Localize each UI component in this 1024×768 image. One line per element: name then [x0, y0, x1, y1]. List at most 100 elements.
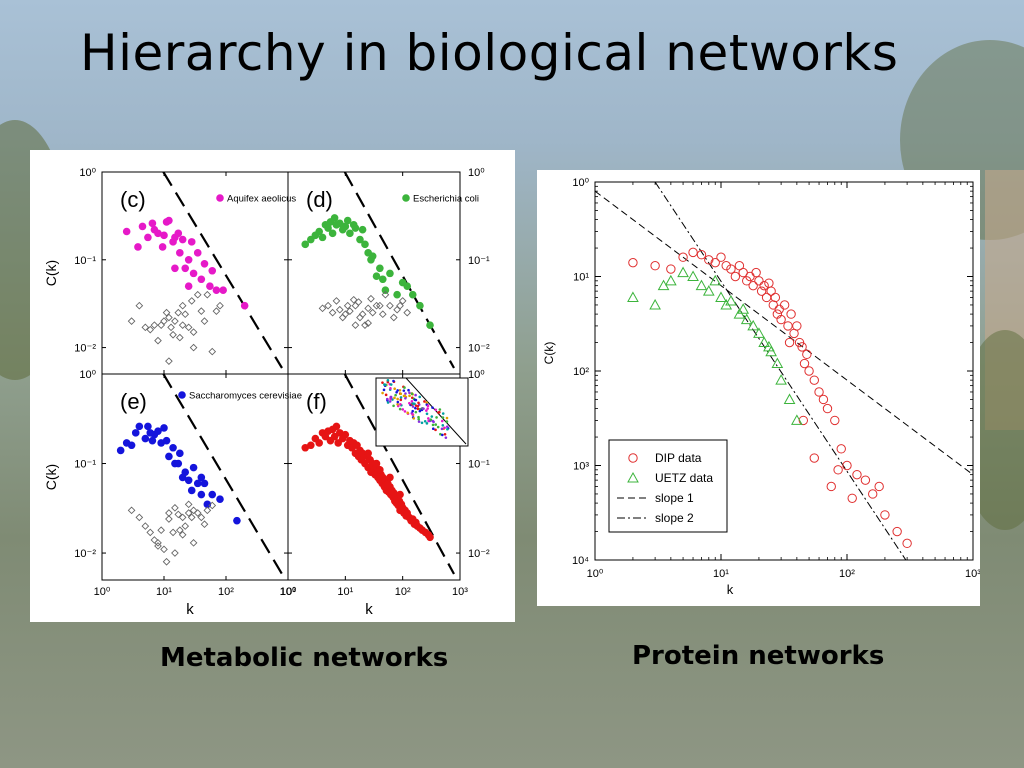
inset-point — [386, 379, 390, 382]
y-tick-label: 10⁻¹ — [468, 255, 490, 267]
legend-label: slope 2 — [655, 511, 694, 525]
inset-point — [399, 398, 403, 402]
inset-point — [426, 407, 429, 410]
legend-marker — [402, 194, 410, 202]
inset-point — [427, 417, 430, 420]
data-point — [364, 449, 372, 458]
data-point — [174, 510, 183, 519]
data-point — [758, 336, 770, 348]
data-point — [165, 515, 173, 523]
data-point — [376, 466, 384, 474]
inset-point — [417, 415, 420, 419]
legend-label: DIP data — [655, 451, 702, 465]
protein-networks-figure: 10⁰ 10¹ 10² 10³ 10⁰ 10¹ 10² 10³ 10⁴ k C(k) DIP data… — [537, 170, 981, 606]
inset-point — [426, 404, 430, 408]
x-tick-label: 10³ — [280, 586, 296, 598]
data-point — [208, 266, 217, 275]
data-point — [148, 219, 157, 228]
data-point — [396, 301, 404, 310]
data-point — [165, 313, 173, 322]
slide-title: Hierarchy in biological networks — [80, 24, 899, 82]
data-point — [178, 321, 187, 330]
x-axis-label: k — [727, 582, 734, 597]
data-point — [176, 449, 184, 458]
x-tick-label: 10⁰ — [94, 586, 111, 598]
legend-label: slope 1 — [655, 491, 694, 505]
data-point — [386, 473, 394, 482]
data-point — [240, 301, 249, 310]
data-point — [335, 305, 344, 314]
inset-point — [435, 416, 438, 419]
data-point — [799, 358, 810, 369]
data-point — [181, 310, 190, 319]
inset-point — [420, 421, 424, 425]
y-tick-label: 10³ — [573, 461, 589, 473]
data-point — [154, 427, 162, 435]
data-point — [842, 460, 852, 471]
data-point — [372, 301, 381, 310]
data-point — [753, 327, 765, 338]
data-point — [193, 509, 202, 517]
inset-point — [398, 388, 402, 392]
plot-area — [116, 374, 283, 575]
inset-point — [438, 408, 442, 411]
chart-panel: 10⁰ 10⁻¹ 10⁻² (d) Escherichia coli — [287, 167, 490, 374]
inset-point — [414, 393, 417, 397]
data-point — [197, 307, 206, 315]
data-point — [759, 280, 769, 291]
inset-point — [394, 393, 397, 397]
data-point — [628, 257, 638, 268]
inset-point — [392, 404, 395, 408]
reference-dashed-line — [343, 172, 455, 369]
inset-point — [395, 390, 398, 394]
x-tick-label: 10² — [218, 586, 234, 598]
data-point — [343, 216, 352, 225]
data-point — [178, 530, 187, 539]
data-point — [150, 536, 159, 544]
data-point — [193, 249, 202, 257]
data-point — [721, 261, 731, 271]
reference-dashed-line — [162, 374, 283, 575]
inset-point — [404, 397, 407, 400]
data-point — [372, 459, 381, 468]
inset-point — [425, 409, 428, 412]
data-point — [802, 349, 812, 360]
slope-2-line — [654, 182, 907, 560]
inset-point — [423, 419, 427, 423]
data-point — [165, 509, 173, 517]
data-point — [704, 255, 714, 265]
inset-point — [445, 425, 449, 428]
inset-point — [408, 401, 411, 405]
protein-chart-svg: 10⁰ 10¹ 10² 10³ 10⁰ 10¹ 10² 10³ 10⁴ k C(k) DIP data… — [542, 177, 981, 597]
inset-point — [381, 391, 384, 395]
data-point — [127, 317, 136, 325]
data-point — [169, 528, 177, 537]
data-point — [157, 526, 165, 535]
data-point — [233, 516, 241, 525]
data-point — [346, 307, 354, 315]
panel-label: (d) — [306, 187, 333, 212]
chart-panel: 10⁰ 10⁻¹ 10⁻² 10⁰ 10¹ 10² 10³ k (f) — [280, 369, 490, 618]
metabolic-networks-figure: 10⁰ 10⁻¹ 10⁻² C(k) (c) Aquifex aeolicus 10⁰ 10⁻… — [30, 150, 515, 622]
data-point — [403, 308, 412, 317]
data-point — [754, 276, 764, 286]
inset-point — [437, 411, 440, 414]
data-point — [814, 387, 824, 397]
data-point — [127, 506, 136, 515]
data-point — [169, 330, 177, 339]
data-point — [208, 347, 217, 356]
data-point — [880, 510, 890, 520]
y-tick-label: 10⁴ — [572, 555, 589, 567]
metabolic-charts-svg: 10⁰ 10⁻¹ 10⁻² C(k) (c) Aquifex aeolicus 10⁰ 10⁻… — [43, 167, 490, 618]
data-point — [171, 503, 179, 512]
protein-chart: 10⁰ 10¹ 10² 10³ 10⁰ 10¹ 10² 10³ 10⁴ k C(k) DIP data… — [542, 177, 981, 597]
data-point — [826, 481, 836, 492]
data-point — [165, 357, 173, 366]
data-point — [649, 298, 661, 310]
data-point — [150, 321, 159, 330]
chart-legend: DIP data UETZ data slope 1 slope 2 — [608, 439, 728, 533]
legend-label: UETZ data — [655, 471, 713, 485]
data-point — [200, 317, 209, 325]
inset-point — [402, 389, 406, 392]
data-point — [181, 522, 190, 530]
